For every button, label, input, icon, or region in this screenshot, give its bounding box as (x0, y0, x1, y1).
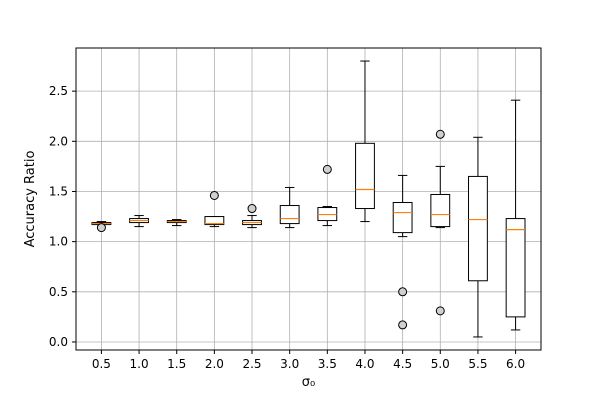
box-iqr (430, 193, 451, 228)
box-iqr (279, 205, 300, 225)
outlier-point (398, 287, 408, 297)
outlier-point (209, 190, 219, 200)
y-tick-label: 2.5 (49, 84, 68, 98)
box-2.5 (242, 204, 262, 229)
outlier-point (398, 320, 408, 330)
box-1.5 (166, 219, 187, 227)
box-1.0 (129, 215, 149, 228)
x-tick-label: 5.5 (468, 357, 487, 371)
x-tick-label: 1.5 (167, 357, 186, 371)
box-4.5 (392, 174, 413, 330)
y-tick-label: 1.5 (49, 184, 68, 198)
box-3.0 (279, 186, 300, 229)
box-3.5 (317, 164, 338, 227)
x-tick-label: 4.5 (393, 357, 412, 371)
box-iqr (468, 175, 488, 282)
y-tick-label: 1.0 (49, 235, 68, 249)
box-4.0 (355, 60, 375, 223)
outlier-point (96, 223, 106, 233)
x-tick-label: 2.5 (242, 357, 261, 371)
y-tick-label: 0.0 (49, 335, 68, 349)
y-tick-label: 2.0 (49, 134, 68, 148)
box-0.5 (91, 221, 112, 233)
outlier-point (247, 204, 257, 214)
box-2.0 (204, 190, 225, 228)
box-iqr (505, 218, 526, 318)
x-tick-label: 1.0 (130, 357, 149, 371)
x-tick-label: 3.5 (318, 357, 337, 371)
box-series (91, 60, 526, 338)
x-tick-label: 0.5 (92, 357, 111, 371)
outlier-point (435, 129, 445, 139)
outlier-point (322, 164, 332, 174)
x-axis-label: σ₀ (302, 375, 315, 390)
box-iqr (204, 216, 225, 226)
x-tick-label: 6.0 (506, 357, 525, 371)
x-tick-label: 4.0 (355, 357, 374, 371)
x-tick-label: 2.0 (205, 357, 224, 371)
y-axis-label: Accuracy Ratio (23, 151, 38, 248)
x-tick-label: 5.0 (431, 357, 450, 371)
plot-frame (75, 47, 542, 351)
x-tick-label: 3.0 (280, 357, 299, 371)
box-5.5 (468, 136, 488, 338)
box-iqr (392, 202, 413, 234)
x-axis-ticks: 0.5 1.0 1.5 2.0 2.5 3.0 3.5 4.0 4.5 5.0 5.5 6.0 (92, 350, 525, 371)
outlier-point (435, 306, 445, 316)
y-tick-label: 0.5 (49, 285, 68, 299)
box-5.0 (430, 129, 451, 316)
box-6.0 (505, 99, 526, 331)
y-axis-ticks: 0.0 0.5 1.0 1.5 2.0 2.5 (49, 84, 76, 349)
box-iqr (355, 142, 375, 210)
